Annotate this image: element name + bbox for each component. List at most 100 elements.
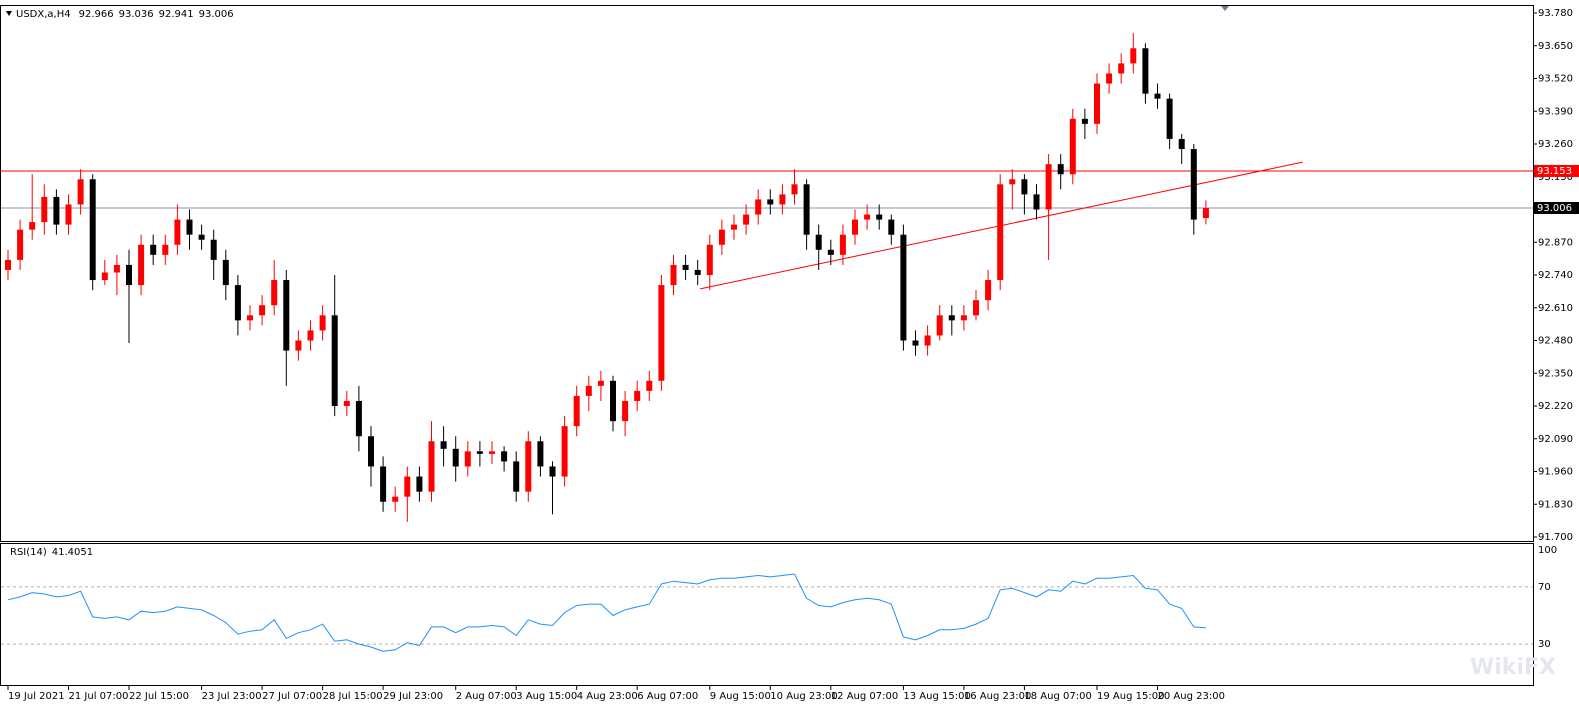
- x-tick-label: 4 Aug 23:00: [577, 691, 638, 702]
- candle-body: [815, 234, 822, 250]
- candle-body: [622, 400, 629, 422]
- y-tick-label: 92.740: [1538, 270, 1573, 281]
- candle-body: [1190, 149, 1197, 220]
- candle-body: [852, 219, 858, 235]
- candle-body: [89, 179, 96, 281]
- x-tick-label: 22 Jul 15:00: [129, 691, 189, 702]
- candle-body: [1202, 207, 1209, 219]
- candle-body: [876, 214, 883, 220]
- candle-body: [1021, 179, 1028, 195]
- candle-body: [198, 234, 205, 240]
- y-tick-label: 91.830: [1538, 499, 1573, 510]
- candle-body: [513, 461, 520, 492]
- candle-body: [319, 315, 326, 331]
- candle-body: [476, 451, 483, 454]
- candle-body: [561, 426, 568, 477]
- y-tick-label: 93.780: [1538, 8, 1573, 19]
- candle-body: [634, 390, 641, 401]
- candle-body: [416, 476, 423, 492]
- candle-body: [839, 234, 846, 255]
- candle-body: [283, 280, 290, 351]
- x-tick-label: 23 Jul 23:00: [202, 691, 262, 702]
- candle-body: [670, 264, 677, 286]
- candle-body: [271, 280, 278, 306]
- candle-body: [150, 244, 157, 255]
- candle-body: [295, 340, 302, 351]
- candle-body: [900, 234, 907, 341]
- candle-body: [368, 436, 374, 467]
- candle-body: [17, 229, 24, 260]
- candle-body: [234, 285, 241, 321]
- candle-body: [440, 441, 447, 449]
- candle-body: [138, 244, 145, 286]
- y-tick-label: 92.480: [1538, 336, 1573, 347]
- candle-body: [948, 315, 955, 321]
- candle-body: [1118, 63, 1125, 74]
- candle-body: [1033, 194, 1040, 210]
- y-tick-label: 93.130: [1538, 172, 1573, 183]
- x-tick-label: 6 Aug 07:00: [637, 691, 698, 702]
- candle-body: [960, 315, 967, 321]
- candle-body: [174, 219, 181, 245]
- header-value: 92.966: [79, 9, 114, 20]
- candle-body: [29, 222, 36, 230]
- candle-body: [404, 476, 411, 497]
- candle-body: [767, 199, 774, 205]
- candle-body: [731, 224, 737, 230]
- y-tick-label: 92.220: [1538, 401, 1573, 412]
- watermark: WikiFX: [1470, 655, 1556, 680]
- candle-body: [646, 380, 653, 391]
- candle-body: [489, 451, 495, 454]
- candle-body: [126, 264, 132, 286]
- header-value: 92.941: [159, 9, 194, 20]
- candle-body: [113, 264, 120, 273]
- main-panel: [0, 5, 1534, 542]
- candle-body: [1154, 93, 1161, 99]
- y-tick-label: 70: [1538, 582, 1551, 593]
- price-label-box: [1534, 201, 1579, 214]
- menu-arrow[interactable]: [6, 11, 12, 16]
- header-value: 93.006: [199, 9, 234, 20]
- candle-body: [331, 315, 338, 406]
- candle-body: [53, 196, 60, 225]
- candle-body: [1142, 48, 1149, 94]
- price-label: 93.153: [1537, 166, 1572, 177]
- shift-marker: [1221, 6, 1229, 11]
- rsi-value: 41.4051: [52, 547, 93, 558]
- x-tick-label: 12 Aug 07:00: [831, 691, 898, 702]
- candle-body: [537, 441, 544, 467]
- candle-body: [973, 300, 979, 316]
- candle-body: [210, 239, 217, 260]
- candle-body: [743, 214, 750, 225]
- candle-body: [549, 466, 556, 477]
- candle-body: [464, 451, 471, 467]
- candle-body: [597, 380, 604, 386]
- candle-body: [65, 204, 72, 225]
- candle-body: [101, 272, 108, 281]
- y-tick-label: 92.090: [1538, 434, 1573, 445]
- rsi-line: [7, 573, 1206, 652]
- candle-body: [682, 264, 689, 270]
- candle-body: [827, 249, 834, 255]
- candle-body: [307, 330, 314, 341]
- x-tick-label: 29 Jul 23:00: [383, 691, 443, 702]
- candle-body: [525, 441, 532, 492]
- candle-body: [452, 448, 459, 467]
- y-tick-label: 92.870: [1538, 237, 1573, 248]
- candle-body: [985, 280, 992, 301]
- price-label-box: [1534, 164, 1579, 177]
- candle-body: [1166, 98, 1173, 139]
- candle-body: [803, 184, 810, 235]
- y-tick-label: 92.350: [1538, 368, 1573, 379]
- candle-body: [791, 184, 798, 195]
- candle-body: [247, 315, 253, 321]
- candle-body: [997, 184, 1004, 281]
- candle-body: [41, 196, 48, 223]
- candle-body: [864, 214, 871, 220]
- candle-body: [912, 340, 919, 346]
- y-tick-label: 91.960: [1538, 467, 1573, 478]
- candle-body: [77, 179, 84, 205]
- candle-body: [1009, 179, 1016, 185]
- candle-body: [343, 400, 350, 406]
